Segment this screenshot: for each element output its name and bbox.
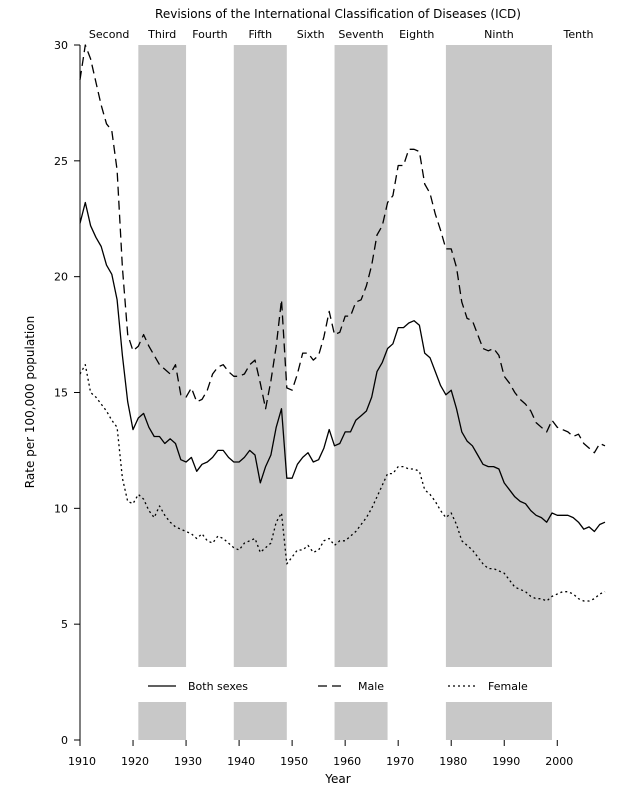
icd-revision-labels: Second Third Fourth Fifth Sixth Seventh Eighth… <box>89 28 594 41</box>
icd-revision-label: Seventh <box>338 28 383 41</box>
icd-revision-label: Sixth <box>297 28 325 41</box>
icd-revision-label: Eighth <box>399 28 434 41</box>
y-tick-label: 30 <box>54 39 68 52</box>
x-tick-label: 1960 <box>333 755 361 768</box>
icd-revision-label: Fifth <box>249 28 273 41</box>
legend-label: Male <box>358 680 384 693</box>
x-tick-label: 1910 <box>68 755 96 768</box>
x-tick-label: 1970 <box>386 755 414 768</box>
x-tick-label: 2000 <box>545 755 573 768</box>
icd-band-lower-seventh <box>334 702 388 740</box>
legend-label: Female <box>488 680 528 693</box>
y-tick-label: 25 <box>54 155 68 168</box>
series-line-female <box>79 364 606 602</box>
x-tick-label: 1930 <box>174 755 202 768</box>
icd-revision-label: Tenth <box>563 28 594 41</box>
icd-band-lower-third <box>138 702 187 740</box>
series-line-both-sexes <box>79 201 606 533</box>
y-axis-label: Rate per 100,000 population <box>23 316 37 488</box>
icd-revision-label: Ninth <box>484 28 514 41</box>
x-tick-label: 1990 <box>492 755 520 768</box>
y-tick-label: 15 <box>54 387 68 400</box>
legend-label: Both sexes <box>188 680 248 693</box>
icd-band-seventh <box>334 45 388 667</box>
icd-band-lower-fifth <box>233 702 287 740</box>
icd-revision-label: Second <box>89 28 129 41</box>
y-tick-label: 20 <box>54 271 68 284</box>
icd-band-fifth <box>233 45 287 667</box>
y-tick-label: 0 <box>61 734 68 747</box>
icd-revision-label: Third <box>147 28 176 41</box>
x-axis-label: Year <box>324 772 350 786</box>
y-tick-label: 10 <box>54 502 68 515</box>
icd-revision-bands <box>138 45 552 740</box>
x-tick-label: 1920 <box>121 755 149 768</box>
legend: Both sexes Male Female <box>148 680 528 693</box>
x-tick-label: 1950 <box>280 755 308 768</box>
x-tick-label: 1940 <box>227 755 255 768</box>
x-tick-label: 1980 <box>439 755 467 768</box>
icd-revision-label: Fourth <box>192 28 227 41</box>
chart-title: Revisions of the International Classific… <box>155 7 521 21</box>
y-tick-label: 5 <box>61 618 68 631</box>
series-lines <box>79 44 606 602</box>
icd-band-lower-ninth <box>445 702 552 740</box>
series-line-male <box>79 44 606 454</box>
icd-band-third <box>138 45 187 667</box>
axes: 0 5 10 15 20 25 30 1910 1920 1930 1940 1950 1960 1970… <box>54 39 573 768</box>
